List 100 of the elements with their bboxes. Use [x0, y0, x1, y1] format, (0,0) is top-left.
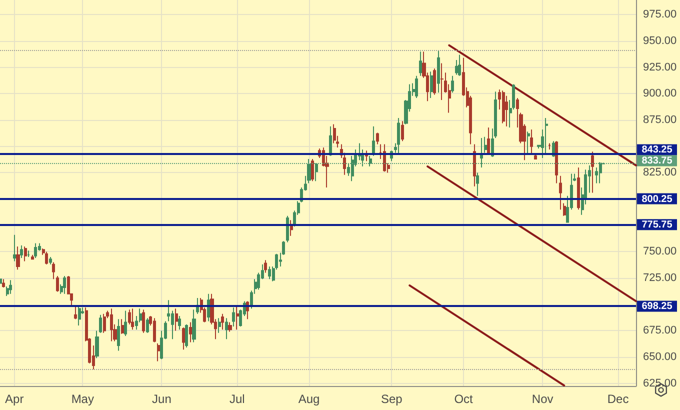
candlestick [315, 162, 318, 182]
candlestick [599, 162, 602, 184]
candlestick [74, 306, 77, 320]
candlestick [121, 318, 124, 334]
candlestick [34, 242, 37, 259]
y-tick-label: 900.00 [643, 88, 677, 100]
candlestick [430, 71, 433, 98]
x-tick-label: Jun [152, 392, 172, 406]
candlestick [401, 120, 404, 142]
candlestick [548, 142, 551, 150]
y-tick-label: 875.00 [643, 114, 677, 126]
candlestick [182, 327, 185, 350]
x-tick-label: Nov [532, 392, 554, 406]
ref-line-label: 843.25 [642, 144, 673, 156]
candlestick [20, 244, 23, 259]
candlestick [185, 324, 188, 348]
candlestick [49, 256, 52, 265]
y-tick-label: 950.00 [643, 35, 677, 48]
candlestick [487, 126, 490, 156]
candlestick [232, 307, 235, 327]
candlestick [476, 172, 479, 196]
x-tick-label: Apr [5, 392, 24, 406]
candlestick [146, 318, 149, 334]
x-tick-label: Aug [298, 392, 320, 406]
candlestick [153, 318, 156, 343]
candlestick [78, 306, 81, 326]
candlestick [52, 262, 55, 280]
candlestick [131, 308, 134, 330]
ref-line-label: 833.75 [642, 156, 673, 167]
candlestick [221, 313, 224, 330]
candlestick [451, 75, 454, 94]
candlestick [527, 131, 530, 156]
candlestick [218, 318, 221, 334]
candlestick [480, 137, 483, 168]
candlestick [376, 132, 379, 145]
candlestick [124, 310, 127, 336]
candlestick [591, 151, 594, 194]
candlestick [103, 313, 106, 334]
candlestick [2, 278, 5, 288]
candlestick [56, 275, 59, 292]
candlestick [175, 308, 178, 332]
x-tick-label: Jul [229, 392, 245, 406]
candlestick [369, 155, 372, 167]
candlestick [142, 309, 145, 334]
candlestick [440, 62, 444, 101]
candlestick [577, 166, 580, 210]
candlestick [16, 246, 20, 270]
candlestick [484, 136, 487, 154]
candlestick [473, 144, 476, 187]
ref-line-label: 698.25 [642, 301, 673, 312]
candlestick [563, 202, 566, 216]
candlestick [419, 51, 422, 76]
x-tick-label: Sep [380, 392, 403, 406]
candlestick [502, 90, 505, 124]
candlestick [225, 318, 228, 340]
candlestick [63, 275, 66, 294]
candlestick [534, 154, 537, 160]
candlestick [555, 140, 558, 184]
candlestick [99, 314, 102, 334]
candlestick [286, 215, 289, 243]
candlestick [13, 234, 16, 262]
candlestick [192, 309, 196, 343]
candlestick [31, 254, 34, 260]
candlestick [268, 266, 271, 280]
candlestick [433, 68, 436, 96]
candlestick [95, 330, 99, 359]
candlestick [264, 260, 267, 274]
candlestick [207, 293, 210, 322]
candlestick [458, 54, 461, 76]
candlestick [9, 280, 12, 294]
candlestick [333, 124, 336, 144]
candlestick [437, 50, 440, 94]
x-tick-label: May [71, 392, 94, 406]
x-tick-label: Dec [607, 392, 629, 406]
ref-line-label: 800.25 [642, 194, 673, 205]
x-tick-label: Oct [454, 392, 474, 406]
candlestick [189, 322, 192, 343]
candlestick [236, 306, 239, 330]
y-tick-label: 925.00 [643, 61, 677, 74]
y-tick-label: 625.00 [643, 377, 677, 390]
candlestick [110, 308, 113, 342]
y-tick-label: 725.00 [643, 272, 677, 284]
candlestick [329, 126, 332, 156]
candlestick [27, 250, 30, 258]
candlestick [45, 251, 48, 265]
candlestick [559, 175, 562, 210]
candlestick [117, 318, 120, 352]
candlestick [530, 129, 533, 156]
candlestick [545, 117, 548, 156]
y-tick-label: 750.00 [643, 246, 677, 258]
candlestick [24, 246, 27, 262]
y-tick-label: 825.00 [643, 166, 677, 179]
ref-line-label: 775.75 [642, 220, 673, 231]
candlestick [372, 126, 375, 156]
candlestick [415, 75, 418, 98]
y-tick-label: 650.00 [643, 351, 677, 364]
candlestick [397, 117, 400, 156]
candlestick [157, 342, 160, 362]
candlestick [228, 322, 232, 332]
y-tick-label: 675.00 [643, 324, 677, 337]
